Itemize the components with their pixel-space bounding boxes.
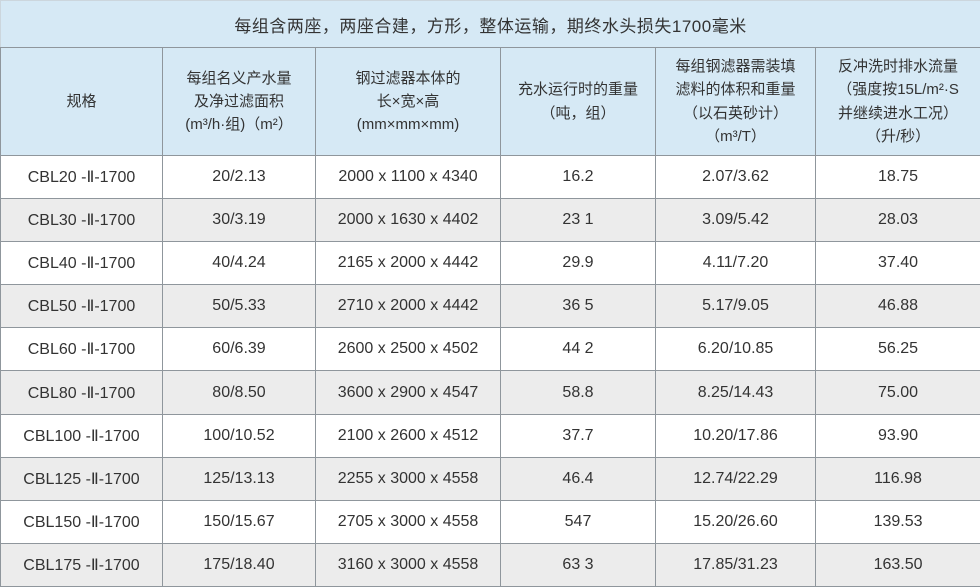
cell-capacity: 50/5.33 [162, 284, 316, 329]
table-row: CBL125 -Ⅱ-1700 125/13.13 2255 x 3000 x 4… [0, 456, 980, 501]
cell-weight: 44 2 [500, 327, 656, 372]
table-row: CBL20 -Ⅱ-1700 20/2.13 2000 x 1100 x 4340… [0, 154, 980, 200]
cell-spec: CBL150 -Ⅱ-1700 [0, 499, 163, 544]
cell-media: 4.11/7.20 [655, 241, 816, 286]
cell-weight: 16.2 [500, 154, 656, 200]
cell-backwash: 18.75 [814, 154, 980, 200]
cell-backwash: 116.98 [814, 456, 980, 501]
cell-backwash: 37.40 [814, 241, 980, 286]
cell-weight: 46.4 [500, 456, 656, 501]
cell-media: 5.17/9.05 [655, 284, 816, 329]
cell-weight: 29.9 [500, 241, 656, 286]
cell-spec: CBL20 -Ⅱ-1700 [0, 154, 163, 200]
cell-backwash: 139.53 [814, 499, 980, 544]
col-header-capacity: 每组名义产水量 及净过滤面积 (m³/h·组)（m²） [162, 47, 316, 156]
cell-dimensions: 2000 x 1100 x 4340 [315, 154, 501, 200]
cell-spec: CBL60 -Ⅱ-1700 [0, 327, 163, 372]
cell-weight: 37.7 [500, 413, 656, 458]
cell-capacity: 80/8.50 [162, 370, 316, 415]
cell-spec: CBL30 -Ⅱ-1700 [0, 198, 163, 243]
table-title: 每组含两座，两座合建，方形，整体运输，期终水头损失1700毫米 [0, 0, 980, 48]
cell-media: 10.20/17.86 [655, 413, 816, 458]
cell-backwash: 46.88 [814, 284, 980, 329]
cell-dimensions: 2710 x 2000 x 4442 [315, 284, 501, 329]
table-row: CBL30 -Ⅱ-1700 30/3.19 2000 x 1630 x 4402… [0, 198, 980, 243]
cell-media: 17.85/31.23 [655, 542, 816, 587]
cell-weight: 63 3 [500, 542, 656, 587]
cell-spec: CBL50 -Ⅱ-1700 [0, 284, 163, 329]
cell-weight: 58.8 [500, 370, 656, 415]
cell-backwash: 163.50 [814, 542, 980, 587]
table-row: CBL100 -Ⅱ-1700 100/10.52 2100 x 2600 x 4… [0, 413, 980, 458]
cell-capacity: 30/3.19 [162, 198, 316, 243]
cell-media: 8.25/14.43 [655, 370, 816, 415]
cell-spec: CBL80 -Ⅱ-1700 [0, 370, 163, 415]
cell-spec: CBL125 -Ⅱ-1700 [0, 456, 163, 501]
cell-spec: CBL175 -Ⅱ-1700 [0, 542, 163, 587]
cell-backwash: 56.25 [814, 327, 980, 372]
table-row: CBL50 -Ⅱ-1700 50/5.33 2710 x 2000 x 4442… [0, 284, 980, 329]
col-header-weight: 充水运行时的重量 （吨，组） [500, 47, 656, 156]
col-header-dimensions: 钢过滤器本体的 长×宽×高 (mm×mm×mm) [315, 47, 501, 156]
cell-weight: 547 [500, 499, 656, 544]
col-header-backwash: 反冲洗时排水流量 （强度按15L/m²·S 并继续进水工况） （升/秒） [814, 47, 980, 156]
cell-spec: CBL40 -Ⅱ-1700 [0, 241, 163, 286]
cell-dimensions: 2000 x 1630 x 4402 [315, 198, 501, 243]
cell-media: 6.20/10.85 [655, 327, 816, 372]
cell-capacity: 20/2.13 [162, 154, 316, 200]
cell-media: 2.07/3.62 [655, 154, 816, 200]
cell-capacity: 60/6.39 [162, 327, 316, 372]
col-header-media: 每组钢滤器需装填 滤料的体积和重量 （以石英砂计） （m³/T） [655, 47, 816, 156]
cell-weight: 23 1 [500, 198, 656, 243]
cell-dimensions: 3600 x 2900 x 4547 [315, 370, 501, 415]
cell-dimensions: 2165 x 2000 x 4442 [315, 241, 501, 286]
table-row: CBL60 -Ⅱ-1700 60/6.39 2600 x 2500 x 4502… [0, 327, 980, 372]
cell-dimensions: 2600 x 2500 x 4502 [315, 327, 501, 372]
table-row: CBL80 -Ⅱ-1700 80/8.50 3600 x 2900 x 4547… [0, 370, 980, 415]
cell-media: 12.74/22.29 [655, 456, 816, 501]
cell-spec: CBL100 -Ⅱ-1700 [0, 413, 163, 458]
cell-capacity: 125/13.13 [162, 456, 316, 501]
cell-dimensions: 2100 x 2600 x 4512 [315, 413, 501, 458]
cell-capacity: 100/10.52 [162, 413, 316, 458]
cell-dimensions: 2255 x 3000 x 4558 [315, 456, 501, 501]
cell-capacity: 175/18.40 [162, 542, 316, 587]
col-header-spec: 规格 [0, 47, 163, 156]
cell-dimensions: 2705 x 3000 x 4558 [315, 499, 501, 544]
table-title-row: 每组含两座，两座合建，方形，整体运输，期终水头损失1700毫米 [0, 0, 980, 48]
cell-backwash: 93.90 [814, 413, 980, 458]
table-row: CBL150 -Ⅱ-1700 150/15.67 2705 x 3000 x 4… [0, 499, 980, 544]
cell-capacity: 150/15.67 [162, 499, 316, 544]
cell-media: 3.09/5.42 [655, 198, 816, 243]
column-header-row: 规格 每组名义产水量 及净过滤面积 (m³/h·组)（m²） 钢过滤器本体的 长… [0, 47, 980, 156]
table-row: CBL40 -Ⅱ-1700 40/4.24 2165 x 2000 x 4442… [0, 241, 980, 286]
table-row: CBL175 -Ⅱ-1700 175/18.40 3160 x 3000 x 4… [0, 542, 980, 587]
cell-media: 15.20/26.60 [655, 499, 816, 544]
cell-dimensions: 3160 x 3000 x 4558 [315, 542, 501, 587]
cell-weight: 36 5 [500, 284, 656, 329]
cell-capacity: 40/4.24 [162, 241, 316, 286]
cell-backwash: 28.03 [814, 198, 980, 243]
cell-backwash: 75.00 [814, 370, 980, 415]
